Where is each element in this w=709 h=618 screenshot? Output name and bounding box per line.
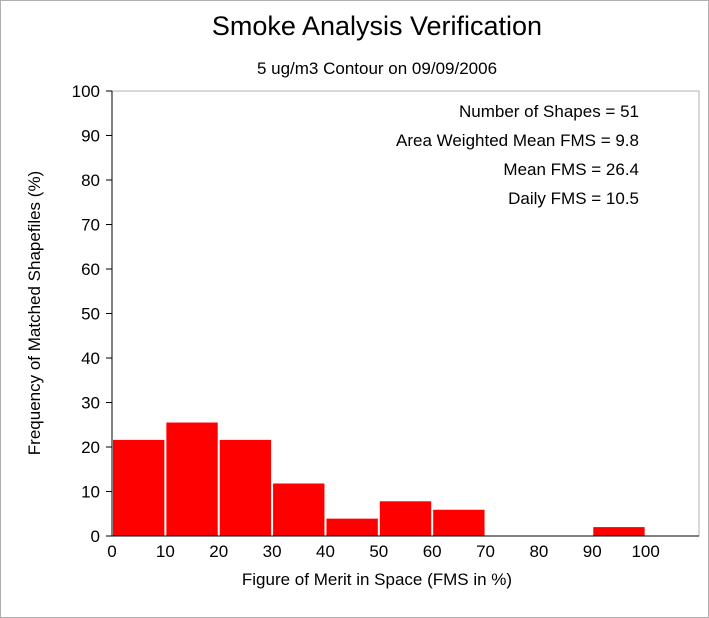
x-tick-label-70: 70 xyxy=(476,542,495,561)
x-tick-label-60: 60 xyxy=(423,542,442,561)
y-tick-label-0: 0 xyxy=(91,527,100,546)
bar-bin-0 xyxy=(113,439,165,536)
x-tick-label-90: 90 xyxy=(583,542,602,561)
bar-bin-5 xyxy=(379,501,432,536)
x-tick-label-80: 80 xyxy=(529,542,548,561)
y-tick-label-40: 40 xyxy=(81,349,100,368)
x-tick-label-0: 0 xyxy=(107,542,116,561)
y-tick-label-70: 70 xyxy=(81,216,100,235)
stat-annotation-2: Mean FMS = 26.4 xyxy=(503,160,639,179)
stat-annotation-0: Number of Shapes = 51 xyxy=(459,102,639,121)
y-axis-label: Frequency of Matched Shapefiles (%) xyxy=(25,171,44,455)
x-tick-label-50: 50 xyxy=(369,542,388,561)
y-tick-label-100: 100 xyxy=(72,82,100,101)
y-tick-label-30: 30 xyxy=(81,394,100,413)
x-tick-label-10: 10 xyxy=(156,542,175,561)
chart-title: Smoke Analysis Verification xyxy=(212,11,542,41)
y-tick-label-20: 20 xyxy=(81,438,100,457)
stat-annotation-1: Area Weighted Mean FMS = 9.8 xyxy=(396,131,639,150)
x-tick-label-40: 40 xyxy=(316,542,335,561)
bar-bin-2 xyxy=(219,439,272,536)
bar-bin-3 xyxy=(273,483,325,536)
x-ticks: 0 10 20 30 40 50 60 70 80 90 100 xyxy=(107,542,660,561)
bar-bin-4 xyxy=(326,518,378,536)
bar-bin-1 xyxy=(166,422,218,536)
y-tick-label-80: 80 xyxy=(81,171,100,190)
stat-annotation-3: Daily FMS = 10.5 xyxy=(508,189,639,208)
y-tick-label-10: 10 xyxy=(81,483,100,502)
y-tick-label-90: 90 xyxy=(81,127,100,146)
x-axis-label: Figure of Merit in Space (FMS in %) xyxy=(242,570,512,589)
plot-area: 0 10 20 30 40 50 60 70 80 90 100 0 10 20 30 40 50 60 70 80… xyxy=(72,82,700,561)
x-tick-label-20: 20 xyxy=(209,542,228,561)
x-tick-label-30: 30 xyxy=(263,542,282,561)
chart-subtitle: 5 ug/m3 Contour on 09/09/2006 xyxy=(257,59,497,78)
stats-annotations: Number of Shapes = 51 Area Weighted Mean … xyxy=(396,102,639,208)
x-tick-label-100: 100 xyxy=(631,542,659,561)
bar-bin-6 xyxy=(433,509,485,536)
y-tick-label-50: 50 xyxy=(81,305,100,324)
y-ticks: 0 10 20 30 40 50 60 70 80 90 100 xyxy=(72,82,112,546)
y-tick-label-60: 60 xyxy=(81,260,100,279)
bar-bin-9 xyxy=(593,527,645,536)
bars xyxy=(113,422,645,536)
